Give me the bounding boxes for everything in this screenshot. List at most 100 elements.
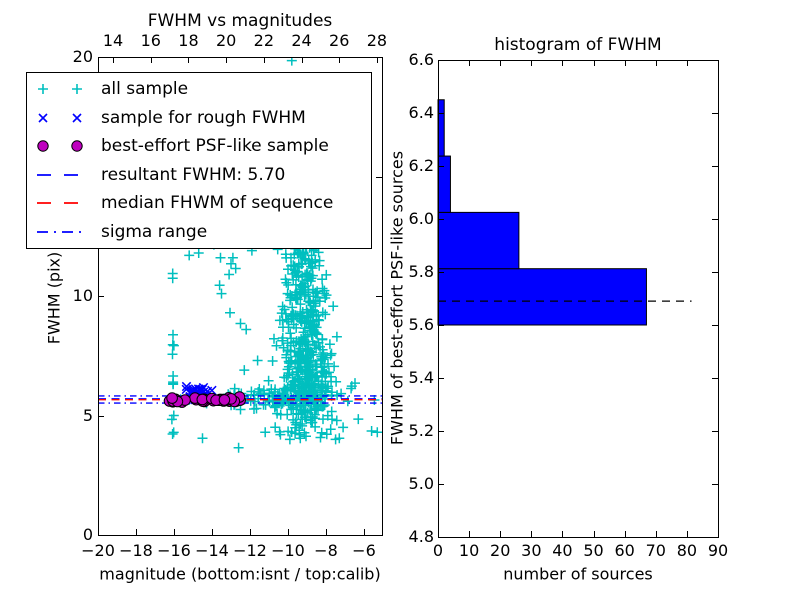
right-xtick-label: 20: [490, 541, 511, 560]
left-xtick-label: −6: [352, 541, 376, 560]
scatter-point-plus: [353, 414, 364, 425]
right-xtick-label: 0: [432, 541, 444, 560]
scatter-point-plus: [366, 426, 377, 436]
right-xtick-label: 10: [458, 541, 480, 560]
scatter-point-plus: [304, 367, 314, 378]
scatter-point-plus: [321, 269, 332, 280]
scatter-point-plus: [318, 414, 328, 425]
scatter-point-plus: [263, 375, 274, 386]
scatter-point-plus: [295, 392, 306, 403]
left-xtick-label: −20: [81, 541, 115, 560]
scatter-point-plus: [193, 248, 204, 258]
scatter-point-plus: [297, 378, 308, 389]
left-ytick-label: 10: [72, 286, 93, 305]
scatter-point-plus: [305, 365, 316, 376]
scatter-point-plus: [279, 383, 290, 394]
legend-item-sigma-range: sigma range: [27, 218, 371, 246]
scatter-point-plus: [346, 381, 357, 392]
scatter-point-plus: [281, 314, 292, 325]
legend-label-median-fwhm: median FHWM of sequence: [101, 193, 334, 214]
right-ytick-label: 5.4: [408, 368, 434, 387]
legend-label-resultant-fwhm: resultant FWHM: 5.70: [101, 164, 286, 185]
scatter-point-plus: [311, 371, 322, 382]
scatter-point-plus: [317, 274, 328, 285]
scatter-point-plus: [260, 427, 271, 438]
scatter-point-plus: [296, 316, 307, 326]
scatter-point-plus: [245, 395, 256, 406]
scatter-point-plus: [314, 315, 325, 326]
scatter-point-plus: [233, 442, 244, 453]
scatter-point-plus: [310, 328, 321, 339]
scatter-point-plus: [328, 301, 339, 312]
legend-label-all-sample: all sample: [101, 79, 189, 100]
scatter-point-plus: [338, 422, 349, 433]
x-marker-icon: [38, 113, 82, 123]
scatter-point-plus: [227, 252, 238, 263]
scatter-point-plus: [271, 340, 282, 351]
scatter-point-plus: [315, 432, 326, 443]
scatter-point-plus: [168, 410, 179, 421]
left-plot-title: FWHM vs magnitudes: [147, 11, 333, 31]
scatter-point-plus: [306, 346, 317, 357]
right-ytick-label: 6.0: [408, 209, 434, 228]
scatter-point-plus: [311, 288, 322, 299]
scatter-point-plus: [215, 252, 226, 263]
left-xtick-label: −10: [271, 541, 305, 560]
scatter-point-plus: [329, 361, 340, 372]
scatter-point-plus: [277, 335, 288, 346]
scatter-point-plus: [309, 396, 320, 407]
scatter-point-plus: [258, 385, 269, 396]
scatter-point-plus: [372, 427, 382, 438]
left-xtick-label: −18: [119, 541, 153, 560]
scatter-point-plus: [309, 319, 320, 330]
scatter-point-plus: [301, 304, 312, 315]
scatter-point-plus: [272, 389, 283, 400]
scatter-point-plus: [283, 322, 294, 333]
scatter-point-plus: [295, 249, 306, 260]
scatter-point-plus: [184, 250, 195, 261]
scatter-point-plus: [305, 405, 315, 416]
top-xtick-label: 24: [291, 31, 312, 50]
left-xtick-label: −14: [195, 541, 229, 560]
scatter-point-plus: [284, 434, 295, 445]
scatter-point-plus: [317, 307, 328, 318]
histogram-bar: [437, 155, 451, 213]
top-xtick-label: 28: [366, 31, 388, 50]
scatter-point-plus: [305, 321, 316, 332]
scatter-point-plus: [235, 404, 246, 415]
scatter-point-plus: [317, 344, 328, 355]
right-xtick-label: 30: [521, 541, 542, 560]
scatter-point-plus: [251, 403, 262, 414]
scatter-point-plus: [331, 331, 342, 342]
scatter-point-plus: [305, 297, 316, 308]
plus-marker-icon: [38, 84, 82, 95]
psf-sample-points: [163, 391, 246, 408]
dashdot-line-icon: [37, 230, 87, 233]
scatter-point-plus: [324, 367, 334, 378]
top-xtick-label: 18: [178, 31, 199, 50]
scatter-point-plus: [294, 429, 305, 440]
scatter-point-plus: [283, 356, 294, 367]
right-xtick-label: 90: [707, 541, 729, 560]
scatter-point-plus: [342, 396, 353, 407]
scatter-point-circle: [196, 393, 209, 406]
right-xtick-label: 40: [552, 541, 573, 560]
scatter-point-plus: [267, 356, 278, 366]
scatter-point-plus: [283, 264, 293, 275]
right-ytick-label: 4.8: [408, 527, 434, 546]
scatter-point-plus: [168, 329, 178, 340]
right-xtick-label: 60: [614, 541, 635, 560]
right-xtick-label: 70: [645, 541, 666, 560]
right-xtick-label: 80: [676, 541, 698, 560]
scatter-point-x: [181, 384, 192, 395]
scatter-point-plus: [168, 427, 179, 438]
scatter-point-plus: [274, 315, 285, 326]
top-xtick-label: 20: [215, 31, 237, 50]
scatter-point-plus: [310, 421, 321, 432]
scatter-point-plus: [225, 307, 235, 318]
scatter-point-plus: [299, 427, 310, 438]
scatter-point-plus: [323, 381, 334, 392]
scatter-point-plus: [290, 417, 301, 428]
scatter-point-plus: [307, 257, 318, 268]
top-xtick-label: 16: [140, 31, 161, 50]
